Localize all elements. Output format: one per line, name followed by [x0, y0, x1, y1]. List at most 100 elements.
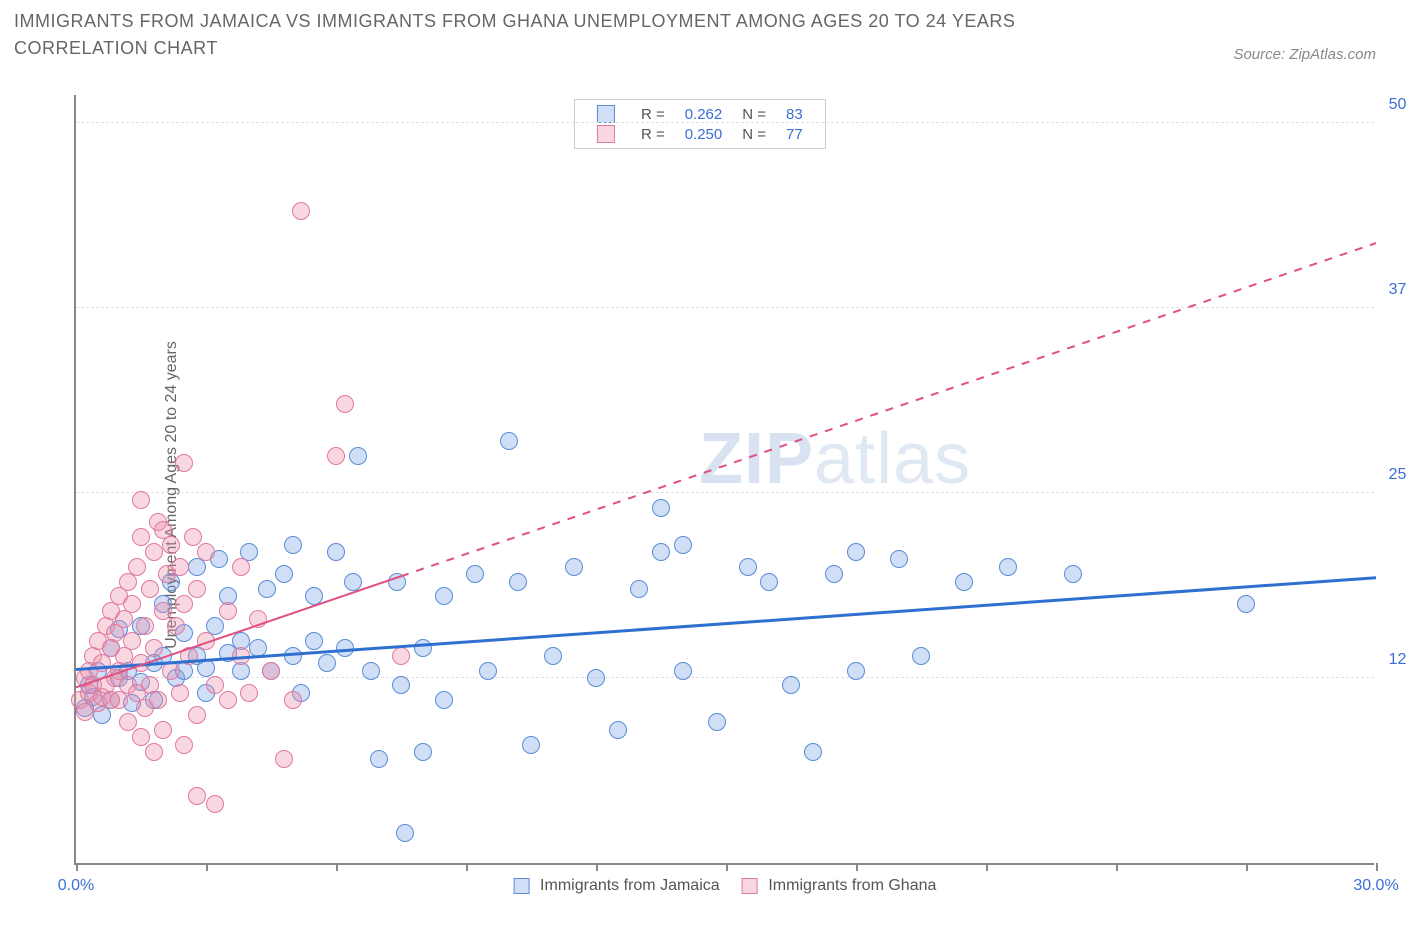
data-point: [154, 602, 172, 620]
data-point: [188, 580, 206, 598]
data-point: [362, 662, 380, 680]
data-point: [175, 736, 193, 754]
data-point: [890, 550, 908, 568]
data-point: [128, 558, 146, 576]
data-point: [500, 432, 518, 450]
data-point: [175, 454, 193, 472]
data-point: [145, 639, 163, 657]
swatch-ghana: [742, 878, 758, 894]
stat-n-ghana: 77: [776, 124, 813, 144]
data-point: [132, 491, 150, 509]
data-point: [262, 662, 280, 680]
data-point: [336, 395, 354, 413]
data-point: [162, 536, 180, 554]
data-point: [708, 713, 726, 731]
ytick-label: 12.5%: [1389, 651, 1406, 669]
data-point: [318, 654, 336, 672]
data-point: [414, 743, 432, 761]
data-point: [479, 662, 497, 680]
data-point: [344, 573, 362, 591]
swatch-ghana: [597, 125, 615, 143]
data-point: [782, 676, 800, 694]
gridline-h: [76, 492, 1374, 493]
data-point: [136, 617, 154, 635]
stat-label-r: R =: [631, 124, 675, 144]
ytick-label: 50.0%: [1389, 96, 1406, 114]
xtick: [1116, 863, 1118, 871]
data-point: [149, 691, 167, 709]
data-point: [565, 558, 583, 576]
data-point: [847, 543, 865, 561]
data-point: [188, 787, 206, 805]
data-point: [180, 647, 198, 665]
stat-label-n: N =: [732, 124, 776, 144]
data-point: [188, 706, 206, 724]
xtick: [1246, 863, 1248, 871]
chart-wrap: Unemployment Among Ages 20 to 24 years Z…: [60, 95, 1380, 895]
data-point: [327, 447, 345, 465]
stats-row-ghana: R = 0.250 N = 77: [587, 124, 813, 144]
xtick-label: 0.0%: [58, 877, 94, 895]
data-point: [171, 684, 189, 702]
data-point: [305, 587, 323, 605]
data-point: [175, 595, 193, 613]
ytick-label: 37.5%: [1389, 281, 1406, 299]
data-point: [197, 632, 215, 650]
data-point: [955, 573, 973, 591]
data-point: [392, 676, 410, 694]
xtick: [206, 863, 208, 871]
data-point: [1064, 565, 1082, 583]
data-point: [587, 669, 605, 687]
data-point: [912, 647, 930, 665]
gridline-h: [76, 122, 1374, 123]
data-point: [652, 499, 670, 517]
data-point: [145, 543, 163, 561]
data-point: [674, 536, 692, 554]
data-point: [132, 654, 150, 672]
data-point: [652, 543, 670, 561]
watermark-atlas: atlas: [814, 419, 971, 499]
watermark: ZIPatlas: [699, 418, 971, 500]
data-point: [999, 558, 1017, 576]
data-point: [154, 721, 172, 739]
xtick: [1376, 863, 1378, 871]
data-point: [206, 676, 224, 694]
data-point: [392, 647, 410, 665]
data-point: [466, 565, 484, 583]
xtick: [596, 863, 598, 871]
legend-label-jamaica: Immigrants from Jamaica: [540, 877, 720, 894]
data-point: [349, 447, 367, 465]
data-point: [284, 691, 302, 709]
data-point: [825, 565, 843, 583]
data-point: [206, 795, 224, 813]
swatch-jamaica: [514, 878, 530, 894]
data-point: [162, 662, 180, 680]
stats-legend: R = 0.262 N = 83 R = 0.250 N = 77: [574, 99, 826, 149]
data-point: [522, 736, 540, 754]
data-point: [249, 610, 267, 628]
data-point: [1237, 595, 1255, 613]
data-point: [275, 565, 293, 583]
data-point: [141, 580, 159, 598]
data-point: [219, 691, 237, 709]
data-point: [674, 662, 692, 680]
xtick: [986, 863, 988, 871]
series-legend: Immigrants from Jamaica Immigrants from …: [514, 877, 937, 895]
plot-area: ZIPatlas R = 0.262 N = 83 R = 0.250: [74, 95, 1374, 865]
legend-label-ghana: Immigrants from Ghana: [768, 877, 936, 894]
data-point: [240, 684, 258, 702]
data-point: [145, 743, 163, 761]
data-point: [219, 602, 237, 620]
data-point: [284, 536, 302, 554]
data-point: [123, 595, 141, 613]
data-point: [232, 558, 250, 576]
xtick: [726, 863, 728, 871]
xtick-label: 30.0%: [1353, 877, 1398, 895]
data-point: [197, 543, 215, 561]
data-point: [739, 558, 757, 576]
xtick: [466, 863, 468, 871]
data-point: [249, 639, 267, 657]
ytick-label: 25.0%: [1389, 466, 1406, 484]
data-point: [284, 647, 302, 665]
data-point: [847, 662, 865, 680]
